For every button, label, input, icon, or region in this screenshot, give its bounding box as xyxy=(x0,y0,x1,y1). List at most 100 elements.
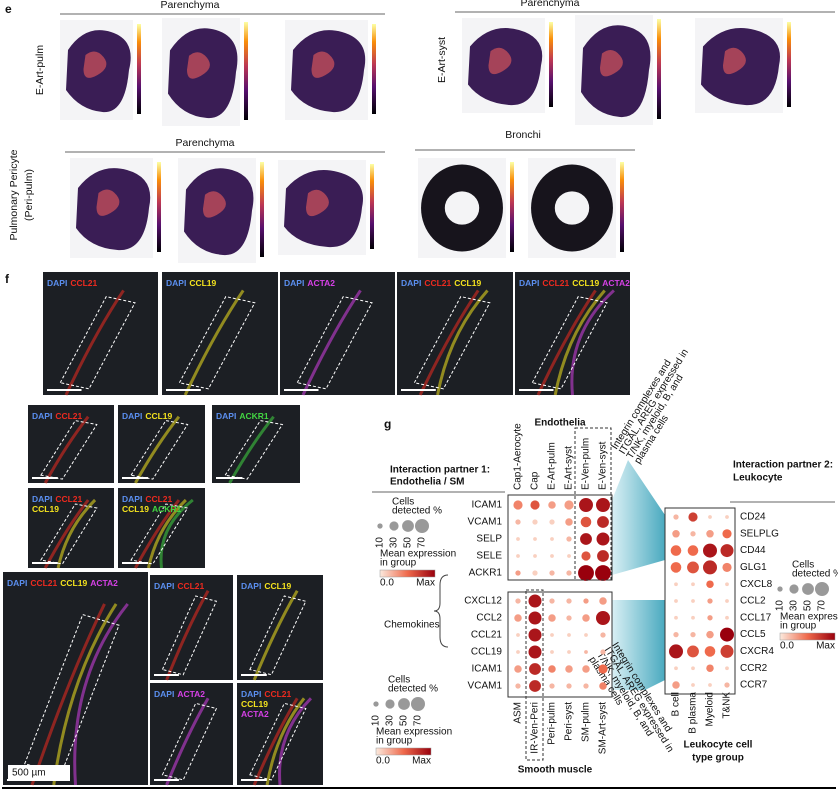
dot xyxy=(708,515,712,519)
interaction-band xyxy=(612,460,665,575)
legend-tick: 10 xyxy=(371,715,382,727)
spatial-map-hot xyxy=(311,51,335,78)
micrograph xyxy=(150,575,233,680)
dot xyxy=(528,645,542,659)
legend-title: detected % xyxy=(792,569,838,580)
stain-signal xyxy=(301,289,362,396)
stain-name: DAPI xyxy=(7,578,27,588)
dot xyxy=(691,599,695,603)
stain-signal xyxy=(30,603,106,786)
micrograph xyxy=(28,405,114,483)
celltype-label: IR-Ven-Peri xyxy=(530,702,541,754)
legend-tick: 70 xyxy=(817,600,828,612)
interaction-band xyxy=(612,600,665,690)
stain-signal xyxy=(159,498,194,569)
scale-bar xyxy=(241,779,267,781)
dot xyxy=(725,666,729,671)
stain-name: CCL19 xyxy=(454,278,481,288)
dot xyxy=(530,500,540,510)
stain-name: ACTA2 xyxy=(177,689,205,699)
stain-label: DAPI CCL21 xyxy=(122,494,173,504)
region-header: Parenchyma xyxy=(176,137,235,149)
dot xyxy=(707,615,713,621)
stain-name: CCL21 xyxy=(177,581,204,591)
stain-name: DAPI xyxy=(122,411,142,421)
region-outline xyxy=(178,296,256,390)
dot xyxy=(672,530,680,538)
stain-label: ACTA2 xyxy=(241,709,269,719)
stain-name: CCL19 xyxy=(264,581,291,591)
stain-name: DAPI xyxy=(122,494,142,504)
stain-name: CCL21 xyxy=(30,578,57,588)
region-outline xyxy=(296,296,373,390)
panel-label: g xyxy=(384,417,391,431)
legend-tick: 70 xyxy=(413,715,424,727)
stain-label: DAPI CCL21 CCL19 xyxy=(401,278,481,288)
partner-title: Endothelia / SM xyxy=(390,477,464,488)
dot xyxy=(673,514,679,520)
stain-signal xyxy=(165,590,210,681)
gene-label: ACKR1 xyxy=(469,568,503,579)
micrograph xyxy=(237,575,323,680)
stain-signal xyxy=(278,697,313,786)
stain-name: ACTA2 xyxy=(307,278,335,288)
stain-name: DAPI xyxy=(284,278,304,288)
scale-bar xyxy=(47,389,82,391)
colorbar xyxy=(510,162,514,252)
dot xyxy=(674,582,678,587)
legend-dot xyxy=(802,583,814,595)
region-outline xyxy=(161,702,218,781)
dot xyxy=(550,537,554,541)
dot xyxy=(725,582,729,587)
stain-name: ACKR1 xyxy=(239,411,269,421)
legend-title: Cells xyxy=(388,675,410,686)
dot xyxy=(580,533,592,545)
dot xyxy=(596,611,610,625)
stain-name: DAPI xyxy=(154,689,174,699)
dot xyxy=(550,633,554,637)
gene-label: CD44 xyxy=(740,545,766,556)
dot xyxy=(583,598,589,604)
dot xyxy=(690,631,696,638)
legend-min: 0.0 xyxy=(780,641,794,652)
legend-title: in group xyxy=(380,558,417,569)
stain-name: CCL21 xyxy=(424,278,451,288)
scale-bar xyxy=(122,562,149,564)
dot xyxy=(579,498,593,512)
legend-tick: 30 xyxy=(389,537,400,549)
colorbar xyxy=(370,164,374,249)
scale-bar xyxy=(166,389,201,391)
celltype-label: Peri-syst xyxy=(564,702,575,741)
gene-label: ICAM1 xyxy=(471,500,502,511)
dot xyxy=(720,544,734,558)
stain-signal xyxy=(134,415,181,484)
legend-min: 0.0 xyxy=(376,756,390,767)
dot xyxy=(687,545,699,556)
dot xyxy=(672,681,680,689)
dot xyxy=(596,498,610,512)
gene-label: CXCR4 xyxy=(740,646,774,657)
dot xyxy=(565,518,573,526)
dot xyxy=(703,543,717,558)
legend-dot xyxy=(415,519,429,533)
dot xyxy=(582,665,590,673)
dot xyxy=(515,683,521,689)
dot xyxy=(584,650,588,654)
gene-label: CCR7 xyxy=(740,680,768,691)
micrograph xyxy=(162,272,278,395)
stain-name: CCL21 xyxy=(542,278,569,288)
dot xyxy=(533,554,537,558)
dot xyxy=(582,614,590,622)
legend-title: Cells xyxy=(392,497,414,508)
stain-name: DAPI xyxy=(241,581,261,591)
dot xyxy=(550,554,554,558)
scale-bar xyxy=(32,477,58,479)
stain-label: DAPI CCL19 xyxy=(122,411,173,421)
dot xyxy=(514,665,522,673)
row-label: E-Art-syst xyxy=(436,37,448,83)
stain-name: CCL21 xyxy=(145,494,172,504)
dot xyxy=(516,633,520,637)
dot xyxy=(673,631,679,638)
stain-label: DAPI CCL19 xyxy=(241,581,292,591)
colorbar xyxy=(157,162,161,252)
